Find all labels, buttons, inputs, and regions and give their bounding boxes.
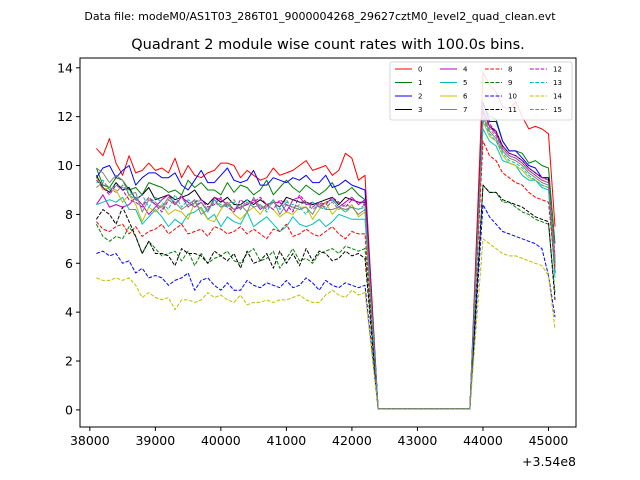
series-line-12 xyxy=(96,108,556,410)
axes: 38000 39000 40000 41000 42000 43000 44000 45000… xyxy=(57,60,568,448)
legend-label-1: 1 xyxy=(418,79,422,87)
legend-box xyxy=(389,61,573,121)
x-tick-label: 44000 xyxy=(463,433,503,448)
x-tick-label: 38000 xyxy=(70,433,110,448)
x-tick-label: 41000 xyxy=(267,433,307,448)
x-tick-label: 45000 xyxy=(529,433,569,448)
series-line-7 xyxy=(96,116,556,410)
y-tick-label: 4 xyxy=(65,305,73,320)
y-tick-label: 12 xyxy=(57,109,73,124)
y-tick-label: 0 xyxy=(65,402,73,417)
legend-label-8: 8 xyxy=(508,66,512,74)
y-tick-label: 6 xyxy=(65,256,73,271)
legend-label-0: 0 xyxy=(418,66,422,74)
series-line-14 xyxy=(96,238,556,410)
legend-label-14: 14 xyxy=(553,93,562,101)
chart-suptitle: Data file: modeM0/AS1T03_286T01_90000042… xyxy=(84,10,556,23)
x-tick-label: 39000 xyxy=(135,433,175,448)
plot-area xyxy=(95,72,556,410)
series-line-11 xyxy=(95,184,556,410)
legend-label-11: 11 xyxy=(508,106,517,114)
y-tick-label: 14 xyxy=(57,60,73,75)
y-tick-label: 10 xyxy=(57,158,73,173)
legend-label-9: 9 xyxy=(508,79,512,87)
legend-label-5: 5 xyxy=(463,79,467,87)
x-tick-label: 40000 xyxy=(201,433,241,448)
series-line-4 xyxy=(95,111,556,410)
legend-label-7: 7 xyxy=(463,106,467,114)
legend-label-2: 2 xyxy=(418,93,422,101)
x-tick-label: 42000 xyxy=(332,433,372,448)
legend-label-10: 10 xyxy=(508,93,517,101)
legend-label-6: 6 xyxy=(463,93,468,101)
legend-label-4: 4 xyxy=(463,66,468,74)
x-offset-label: +3.54e8 xyxy=(522,454,576,469)
axes-frame xyxy=(79,57,577,428)
legend-label-3: 3 xyxy=(418,106,422,114)
legend-label-15: 15 xyxy=(553,106,562,114)
series-line-5 xyxy=(96,128,556,410)
series-line-9 xyxy=(95,184,556,410)
y-tick-label: 2 xyxy=(65,354,73,369)
y-tick-label: 8 xyxy=(65,207,73,222)
series-line-8 xyxy=(96,140,556,410)
legend-label-13: 13 xyxy=(553,79,562,87)
x-tick-label: 43000 xyxy=(398,433,438,448)
legend-label-12: 12 xyxy=(553,66,562,74)
series-line-15 xyxy=(96,113,556,410)
chart-title: Quadrant 2 module wise count rates with … xyxy=(131,37,525,53)
series-line-13 xyxy=(96,118,556,410)
